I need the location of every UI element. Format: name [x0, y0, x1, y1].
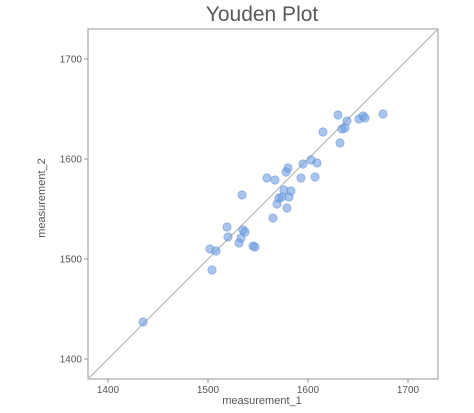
x-axis-ticks: 1400 1500 1600 1700 — [97, 379, 420, 396]
data-point — [240, 227, 250, 237]
data-point — [138, 317, 148, 327]
data-point — [360, 113, 370, 123]
data-point — [286, 186, 296, 196]
data-point — [282, 203, 292, 213]
data-point — [237, 190, 247, 200]
data-point — [318, 127, 328, 137]
x-tick-label: 1600 — [297, 385, 320, 396]
data-point — [270, 175, 280, 185]
data-point — [312, 158, 322, 168]
data-point — [236, 233, 246, 243]
data-point — [296, 173, 306, 183]
data-point — [268, 213, 278, 223]
y-axis-ticks: 1400 1500 1600 1700 — [60, 55, 88, 366]
data-point — [207, 265, 217, 275]
data-point — [298, 159, 308, 169]
data-point — [310, 172, 320, 182]
data-point — [342, 116, 352, 126]
y-tick-label: 1400 — [60, 355, 83, 366]
x-tick-label: 1400 — [97, 385, 120, 396]
x-tick-label: 1700 — [397, 385, 420, 396]
data-point — [335, 138, 345, 148]
data-point — [250, 242, 260, 252]
data-points — [138, 109, 388, 327]
y-axis-title: measurement_2 — [36, 158, 48, 238]
data-point — [333, 110, 343, 120]
data-point — [378, 109, 388, 119]
y-tick-label: 1500 — [60, 255, 83, 266]
data-point — [211, 246, 221, 256]
x-tick-label: 1500 — [197, 385, 220, 396]
chart-title: Youden Plot — [206, 3, 319, 26]
y-tick-label: 1600 — [60, 155, 83, 166]
data-point — [283, 163, 293, 173]
data-point — [262, 173, 272, 183]
y-tick-label: 1700 — [60, 55, 83, 66]
data-point — [223, 232, 233, 242]
x-axis-title: measurement_1 — [222, 395, 302, 407]
data-point — [222, 222, 232, 232]
